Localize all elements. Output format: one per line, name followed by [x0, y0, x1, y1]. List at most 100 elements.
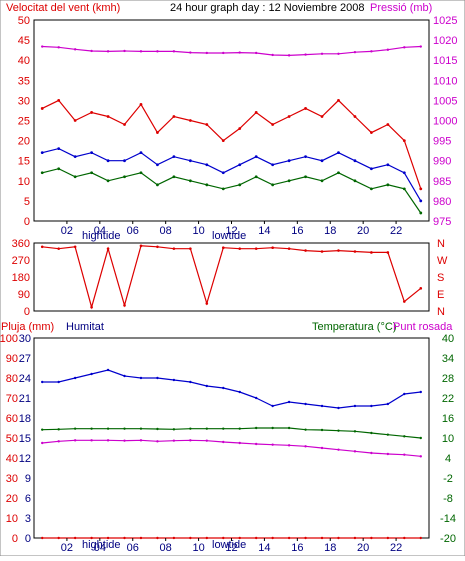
- dewpoint-point: [254, 442, 258, 446]
- temperature-point: [287, 426, 291, 430]
- wind-min-line-point: [238, 183, 242, 187]
- rain-y-tick-label: 60: [6, 413, 18, 425]
- gust-line-point: [106, 115, 110, 118]
- dewpoint-point: [287, 444, 291, 447]
- wind-line-point: [254, 155, 258, 159]
- wind-line-point: [386, 163, 390, 167]
- pressure-y-tick-label: 975: [433, 216, 451, 228]
- rain-point: [370, 536, 373, 540]
- wind-line-point: [172, 155, 176, 159]
- wind-line-point: [123, 159, 126, 163]
- temperature-y-tick-label: -8: [443, 493, 453, 505]
- pressure-y-tick-label: 1005: [433, 95, 457, 107]
- direction-compass-letter: S: [437, 272, 444, 284]
- wind-x-tick-label: 16: [291, 225, 303, 237]
- pressure-y-tick-label: 995: [433, 136, 451, 148]
- rain-y-tick-label: 40: [6, 453, 18, 465]
- humidity-point: [370, 404, 373, 408]
- direction-point: [370, 251, 373, 254]
- pressure-point: [139, 50, 143, 53]
- rain-point: [123, 536, 126, 540]
- rain-point: [73, 536, 77, 540]
- dewpoint-point: [386, 452, 390, 456]
- weather-x-tick-label: 02: [61, 542, 73, 554]
- rain-point: [139, 536, 143, 540]
- pressure-y-tick-label: 1000: [433, 116, 457, 128]
- rain-y-tick-label: 70: [6, 393, 18, 405]
- gust-line-point: [271, 123, 275, 126]
- wind-line-point: [90, 151, 94, 155]
- wind-min-line: [42, 168, 422, 214]
- wind-x-tick-label: 08: [160, 225, 172, 237]
- humidity-line: [42, 369, 421, 409]
- wind-line-point: [402, 171, 406, 175]
- temperature-point: [205, 427, 209, 430]
- direction-point: [320, 250, 324, 253]
- humidity-point: [41, 380, 44, 384]
- wind-x-tick-label: 10: [192, 225, 204, 237]
- weather-panel-frame: [33, 337, 430, 539]
- wind-line-point: [205, 163, 209, 167]
- wind-min-line-point: [287, 179, 291, 183]
- rain-point: [106, 536, 110, 540]
- direction-point: [40, 245, 44, 249]
- humidity-point: [386, 402, 390, 406]
- weather-x-tick-label: 08: [160, 542, 172, 554]
- gust-line-point: [254, 111, 258, 114]
- gust-line-point: [221, 139, 225, 143]
- wind-line-point: [139, 151, 143, 155]
- wind-x-tick-label: 12: [225, 225, 237, 237]
- humidity-point: [139, 376, 143, 380]
- wind-min-line-point: [254, 175, 258, 179]
- direction-point: [271, 246, 274, 250]
- rain-y-tick-label: 30: [6, 473, 18, 485]
- direction-point: [337, 249, 340, 252]
- weather-x-tick-label: 20: [357, 542, 369, 554]
- pressure-point: [353, 50, 357, 54]
- humidity-point: [73, 376, 77, 380]
- weather-x-tick-label: 12: [225, 542, 237, 554]
- dewpoint-point: [222, 440, 225, 444]
- direction-point: [254, 247, 258, 250]
- wind-min-line-point: [271, 183, 275, 187]
- wind-panel-frame: [33, 19, 430, 222]
- rain-point: [90, 536, 93, 540]
- gust-line-point: [320, 115, 324, 118]
- gust-line-point: [90, 111, 94, 114]
- humidity-point: [403, 392, 406, 396]
- pressure-point: [419, 45, 422, 48]
- wind-line-point: [320, 159, 324, 163]
- pressure-y-tick-label: 990: [433, 156, 451, 168]
- pressure-y-tick-label: 1010: [433, 75, 457, 87]
- rain-y-tick-label: 0: [12, 533, 18, 545]
- humidity-y-tick-label: 18: [19, 413, 31, 425]
- temperature-label: Temperatura (°C): [312, 321, 396, 333]
- wind-line-point: [106, 159, 110, 163]
- temperature-y-ticks: 40 34 28 22 16 10 4 -2 -8 -14 -20: [440, 333, 456, 545]
- direction-y-tick-label: 360: [12, 238, 30, 250]
- humidity-point: [222, 386, 225, 390]
- wind-x-tick-label: 04: [94, 225, 106, 237]
- wind-min-line-point: [139, 171, 143, 175]
- wind-line-point: [369, 167, 373, 171]
- rain-point: [222, 536, 225, 540]
- dewpoint-point: [304, 445, 307, 448]
- humidity-point: [205, 384, 209, 388]
- gust-line-point: [419, 187, 423, 191]
- temperature-point: [304, 428, 307, 431]
- temperature-point: [419, 436, 422, 440]
- wind-min-line-point: [304, 175, 307, 179]
- dewpoint-point: [139, 439, 143, 442]
- humidity-point: [106, 368, 110, 372]
- humidity-point: [189, 380, 192, 384]
- wind-min-line-point: [123, 175, 126, 179]
- wind-line-point: [337, 151, 340, 155]
- wind-min-line-point: [402, 187, 406, 191]
- pressure-point: [189, 51, 192, 54]
- rain-point: [304, 536, 307, 540]
- wind-min-line-point: [369, 187, 373, 191]
- wind-min-line-point: [221, 187, 225, 191]
- direction-point: [419, 287, 423, 290]
- dewpoint-point: [73, 439, 77, 442]
